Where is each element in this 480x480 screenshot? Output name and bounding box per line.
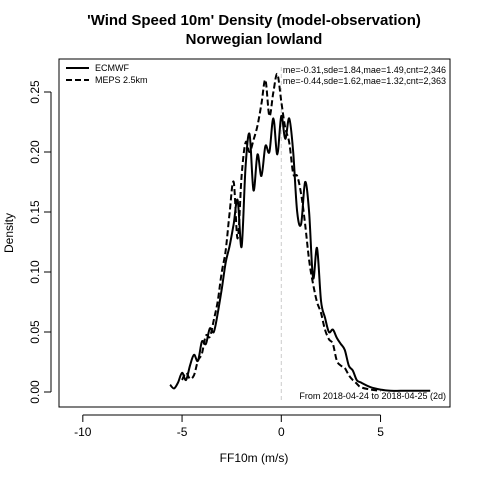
stats-ecmwf: me=-0.31,sde=1.84,mae=1.49,cnt=2,346	[283, 65, 446, 75]
series-line-meps	[181, 72, 381, 392]
x-tick-label: 5	[377, 425, 384, 439]
y-tick-label: 0.10	[28, 260, 42, 284]
chart-title: 'Wind Speed 10m' Density (model-observat…	[87, 12, 421, 29]
date-range-annotation: From 2018-04-24 to 2018-04-25 (2d)	[299, 391, 446, 401]
y-tick-label: 0.00	[28, 380, 42, 404]
y-tick-label: 0.05	[28, 320, 42, 344]
y-axis-label: Density	[2, 213, 16, 253]
y-ticks: 0.00 0.05 0.10 0.15 0.20 0.25	[28, 80, 51, 404]
y-tick-label: 0.15	[28, 200, 42, 224]
x-ticks: -10 -5 0 5	[74, 415, 384, 439]
y-axis: 0.00 0.05 0.10 0.15 0.20 0.25	[28, 80, 52, 404]
x-tick-label: 0	[278, 425, 285, 439]
stats-meps: me=-0.44,sde=1.62,mae=1.32,cnt=2,363	[283, 76, 446, 86]
y-tick-label: 0.25	[28, 80, 42, 104]
x-axis-label: FF10m (m/s)	[220, 451, 289, 465]
y-tick-label: 0.20	[28, 140, 42, 164]
plot-frame	[58, 58, 451, 408]
x-tick-label: -5	[177, 425, 188, 439]
series-group	[169, 72, 431, 392]
x-tick-label: -10	[74, 425, 92, 439]
legend: ECMWF MEPS 2.5km	[66, 63, 148, 85]
legend-label-meps: MEPS 2.5km	[95, 75, 148, 85]
chart-subtitle: Norwegian lowland	[186, 31, 323, 48]
legend-label-ecmwf: ECMWF	[95, 63, 129, 73]
x-axis: -10 -5 0 5	[74, 414, 384, 439]
series-line-ecmwf	[169, 114, 431, 392]
